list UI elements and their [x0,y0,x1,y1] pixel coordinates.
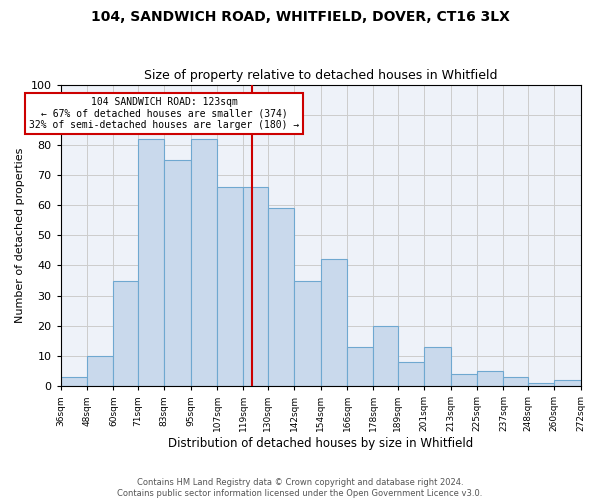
Bar [554,380,581,386]
Bar [373,326,398,386]
Bar [191,139,217,386]
Bar [61,377,87,386]
Bar [451,374,477,386]
Bar [244,187,268,386]
Bar [164,160,191,386]
Title: Size of property relative to detached houses in Whitfield: Size of property relative to detached ho… [144,69,497,82]
Bar [217,187,244,386]
Bar [113,280,137,386]
Bar [87,356,113,386]
Text: 104, SANDWICH ROAD, WHITFIELD, DOVER, CT16 3LX: 104, SANDWICH ROAD, WHITFIELD, DOVER, CT… [91,10,509,24]
Bar [398,362,424,386]
Y-axis label: Number of detached properties: Number of detached properties [15,148,25,323]
Bar [527,383,554,386]
Bar [268,208,294,386]
Text: Contains HM Land Registry data © Crown copyright and database right 2024.
Contai: Contains HM Land Registry data © Crown c… [118,478,482,498]
Bar [424,347,451,386]
Text: 104 SANDWICH ROAD: 123sqm
← 67% of detached houses are smaller (374)
32% of semi: 104 SANDWICH ROAD: 123sqm ← 67% of detac… [29,96,299,130]
Bar [503,377,527,386]
Bar [294,280,320,386]
Bar [477,371,503,386]
Bar [347,347,373,386]
Bar [320,260,347,386]
Bar [137,139,164,386]
X-axis label: Distribution of detached houses by size in Whitfield: Distribution of detached houses by size … [168,437,473,450]
